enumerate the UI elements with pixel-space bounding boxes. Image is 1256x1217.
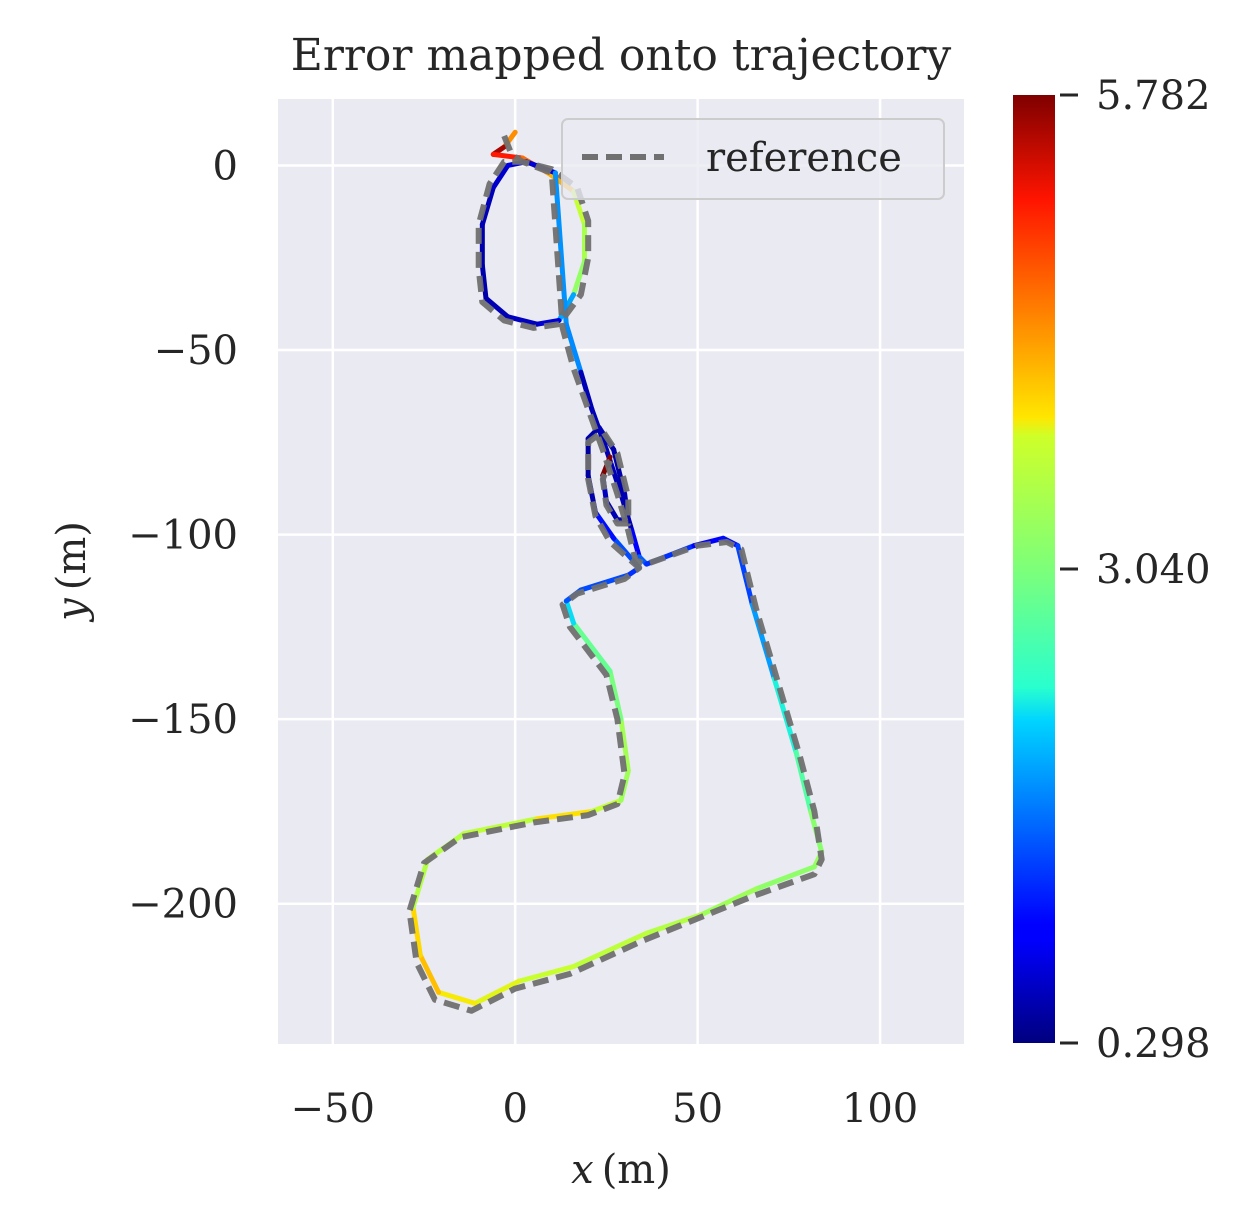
x-tick-labels: −50 0 50 100 [291, 1086, 919, 1132]
x-tick-label: −50 [291, 1086, 375, 1132]
trajectory-segment [571, 930, 650, 969]
trajectory-segment [563, 321, 584, 375]
colorbar-tick-label: 0.298 [1096, 1021, 1211, 1067]
trajectory-segment [571, 258, 588, 298]
legend-box [561, 118, 945, 200]
trajectory-segment [479, 262, 489, 301]
trajectory-segment [436, 989, 478, 1006]
trajectory-segment [516, 963, 577, 984]
x-tick-label: 50 [672, 1086, 723, 1132]
colorbar-ticks: 5.782 3.040 0.298 [1060, 73, 1211, 1067]
y-tick-label: −200 [128, 882, 238, 928]
y-tick-labels: 0 −50 −100 −150 −200 [128, 143, 238, 927]
legend-reference-label: reference [706, 135, 902, 181]
chart-title: Error mapped onto trajectory [291, 30, 952, 81]
trajectory-segment [417, 952, 442, 995]
x-tick-label: 0 [502, 1086, 527, 1132]
y-axis-label-var: y [49, 597, 95, 623]
trajectory-segment [753, 864, 817, 892]
trajectory-segment [410, 904, 423, 958]
trajectory-segment [472, 978, 522, 1006]
reference-trajectory [406, 134, 825, 1014]
colorbar: 5.782 3.040 0.298 [1013, 73, 1211, 1067]
x-axis-label-var: x [571, 1147, 594, 1193]
trajectory-segment [483, 295, 511, 320]
trajectory-segment [629, 528, 642, 560]
trajectory-segment [618, 716, 631, 774]
trajectory-segment [578, 369, 595, 412]
trajectory-segment [552, 170, 569, 327]
trajectory-segment [534, 317, 562, 327]
y-axis-label: y (m) [49, 521, 95, 623]
x-axis-label-unit: (m) [602, 1147, 671, 1193]
trajectory-segment [571, 620, 613, 674]
plot-area [278, 99, 964, 1044]
trajectory-segment [563, 598, 577, 626]
legend: reference [561, 118, 945, 200]
y-axis-label-unit: (m) [49, 521, 95, 590]
x-axis-label: x (m) [571, 1147, 671, 1193]
colorbar-gradient [1013, 95, 1055, 1043]
colorbar-tick-label: 3.040 [1096, 547, 1211, 593]
colorbar-tick-label: 5.782 [1096, 73, 1211, 119]
trajectory-segment [592, 509, 617, 541]
x-tick-label: 100 [842, 1086, 918, 1132]
trajectory-segment [534, 808, 595, 822]
trajectory-segment [505, 314, 540, 327]
trajectory-segment [479, 185, 496, 228]
y-tick-label: −150 [128, 697, 238, 743]
y-tick-label: −50 [154, 328, 238, 374]
y-tick-label: −100 [128, 513, 238, 559]
trajectory-segment [490, 162, 511, 191]
trajectory-segment [607, 668, 624, 722]
y-tick-label: 0 [213, 143, 238, 189]
trajectory-segment [585, 425, 602, 442]
